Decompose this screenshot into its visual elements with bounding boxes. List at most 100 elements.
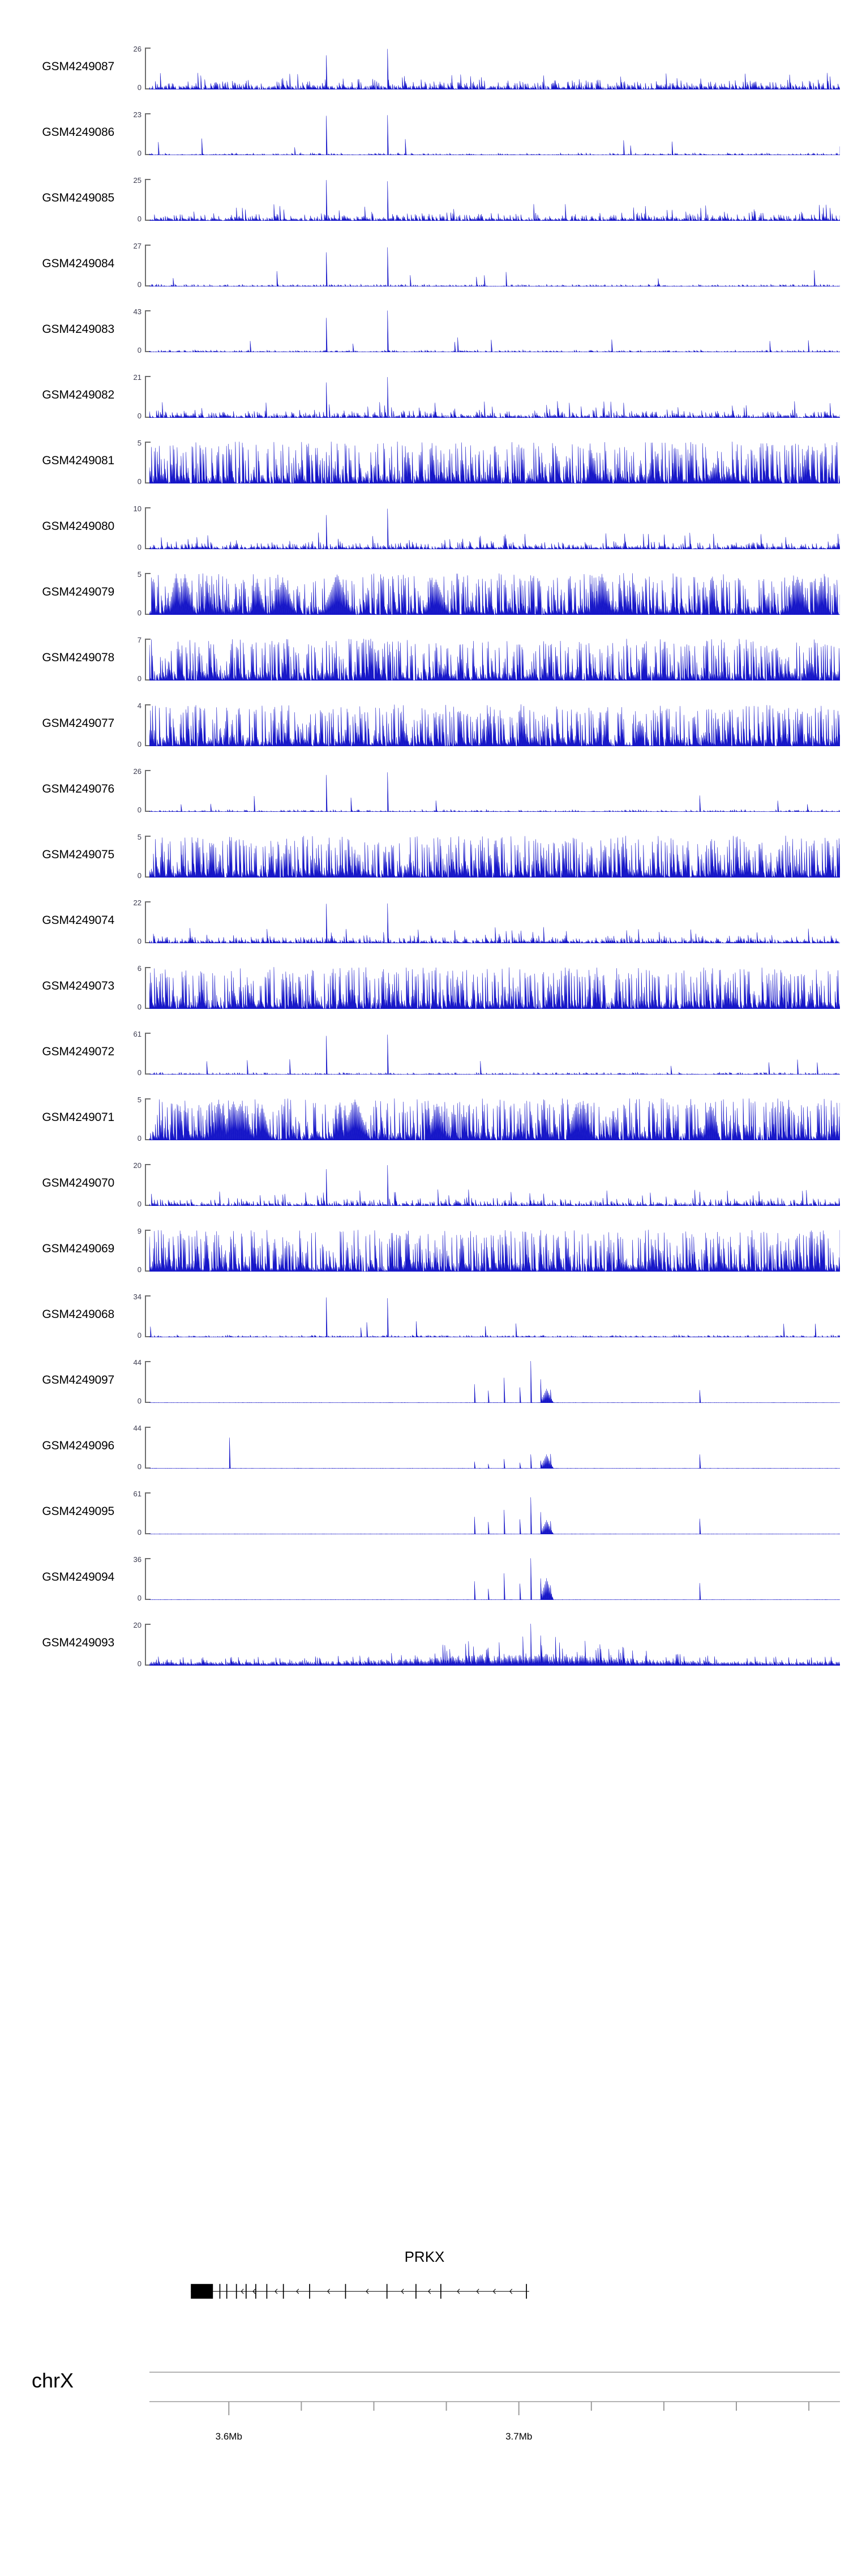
gene-model-glyph[interactable] xyxy=(149,2273,840,2313)
track-signal-plot[interactable] xyxy=(149,428,840,494)
signal-track[interactable]: GSM4249097 44 0 xyxy=(0,1347,849,1413)
signal-track[interactable]: GSM4249069 9 0 xyxy=(0,1216,849,1282)
axis-line xyxy=(145,376,146,418)
signal-track[interactable]: GSM4249076 26 0 xyxy=(0,756,849,822)
track-y-axis: 25 0 xyxy=(120,165,151,231)
signal-track[interactable]: GSM4249071 5 0 xyxy=(0,1085,849,1150)
signal-track[interactable]: GSM4249068 34 0 xyxy=(0,1282,849,1347)
track-signal-plot[interactable] xyxy=(149,165,840,231)
track-signal-plot[interactable] xyxy=(149,1610,840,1676)
signal-track[interactable]: GSM4249080 10 0 xyxy=(0,494,849,559)
track-signal-plot[interactable] xyxy=(149,625,840,691)
signal-track[interactable]: GSM4249093 20 0 xyxy=(0,1610,849,1676)
track-y-axis: 26 0 xyxy=(120,756,151,822)
track-label: GSM4249074 xyxy=(42,914,114,927)
track-signal-plot[interactable] xyxy=(149,494,840,559)
axis-tick-max xyxy=(145,507,151,508)
axis-tick-max xyxy=(145,1295,151,1296)
track-signal-plot[interactable] xyxy=(149,297,840,362)
track-signal-plot[interactable] xyxy=(149,953,840,1019)
track-signal-plot[interactable] xyxy=(149,1216,840,1282)
signal-area xyxy=(149,507,840,549)
axis-max-label: 4 xyxy=(137,701,142,710)
axis-line xyxy=(145,770,146,812)
axis-tick-min xyxy=(145,811,151,812)
track-signal-plot[interactable] xyxy=(149,100,840,165)
signal-track[interactable]: GSM4249070 20 0 xyxy=(0,1150,849,1216)
signal-track[interactable]: GSM4249087 26 0 xyxy=(0,34,849,100)
axis-line xyxy=(145,639,146,681)
track-y-axis: 34 0 xyxy=(120,1282,151,1347)
ruler-axis[interactable]: 3.6Mb 3.7Mb xyxy=(149,2368,840,2481)
signal-track[interactable]: GSM4249075 5 0 xyxy=(0,822,849,888)
axis-max-label: 22 xyxy=(133,898,142,907)
track-signal-plot[interactable] xyxy=(149,888,840,953)
track-signal-plot[interactable] xyxy=(149,1347,840,1413)
track-signal-plot[interactable] xyxy=(149,822,840,888)
axis-tick-max xyxy=(145,1230,151,1231)
signal-track[interactable]: GSM4249078 7 0 xyxy=(0,625,849,691)
axis-tick-min xyxy=(145,548,151,549)
track-y-axis: 21 0 xyxy=(120,362,151,428)
axis-max-label: 25 xyxy=(133,176,142,185)
track-signal-plot[interactable] xyxy=(149,1019,840,1085)
track-y-axis: 20 0 xyxy=(120,1610,151,1676)
axis-max-label: 21 xyxy=(133,373,142,382)
axis-tick-min xyxy=(145,417,151,418)
track-y-axis: 23 0 xyxy=(120,100,151,165)
axis-tick-max xyxy=(145,310,151,311)
axis-tick-min xyxy=(145,1664,151,1666)
track-signal-plot[interactable] xyxy=(149,756,840,822)
signal-track[interactable]: GSM4249086 23 0 xyxy=(0,100,849,165)
track-signal-plot[interactable] xyxy=(149,231,840,297)
signal-track[interactable]: GSM4249081 5 0 xyxy=(0,428,849,494)
signal-track[interactable]: GSM4249073 6 0 xyxy=(0,953,849,1019)
signal-track[interactable]: GSM4249084 27 0 xyxy=(0,231,849,297)
signal-track[interactable]: GSM4249082 21 0 xyxy=(0,362,849,428)
signal-track[interactable]: GSM4249085 25 0 xyxy=(0,165,849,231)
track-signal-plot[interactable] xyxy=(149,1085,840,1150)
signal-track[interactable]: GSM4249096 44 0 xyxy=(0,1413,849,1479)
track-y-axis: 44 0 xyxy=(120,1413,151,1479)
track-signal-plot[interactable] xyxy=(149,559,840,625)
signal-area xyxy=(149,1230,840,1272)
axis-min-label: 0 xyxy=(137,215,142,223)
axis-min-label: 0 xyxy=(137,1068,142,1077)
track-signal-plot[interactable] xyxy=(149,1150,840,1216)
track-signal-plot[interactable] xyxy=(149,34,840,100)
axis-min-label: 0 xyxy=(137,1003,142,1011)
signal-track[interactable]: GSM4249079 5 0 xyxy=(0,559,849,625)
signal-track[interactable]: GSM4249074 22 0 xyxy=(0,888,849,953)
track-signal-plot[interactable] xyxy=(149,1479,840,1544)
axis-line xyxy=(145,1230,146,1272)
track-signal-plot[interactable] xyxy=(149,691,840,756)
axis-max-label: 61 xyxy=(133,1030,142,1038)
axis-line xyxy=(145,507,146,549)
signal-area xyxy=(149,310,840,352)
track-signal-plot[interactable] xyxy=(149,1544,840,1610)
signal-track[interactable]: GSM4249077 4 0 xyxy=(0,691,849,756)
axis-min-label: 0 xyxy=(137,1397,142,1405)
signal-tracks-container: GSM4249087 26 0 GSM4249086 23 0 GSM4249085 25 0 G… xyxy=(0,34,849,1676)
signal-track[interactable]: GSM4249094 36 0 xyxy=(0,1544,849,1610)
signal-area xyxy=(149,1033,840,1075)
signal-track[interactable]: GSM4249095 61 0 xyxy=(0,1479,849,1544)
axis-max-label: 5 xyxy=(137,833,142,841)
track-y-axis: 22 0 xyxy=(120,888,151,953)
signal-track[interactable]: GSM4249072 61 0 xyxy=(0,1019,849,1085)
signal-area xyxy=(149,245,840,286)
axis-line xyxy=(145,1361,146,1403)
axis-tick-max xyxy=(145,901,151,902)
axis-line xyxy=(145,1033,146,1075)
track-label: GSM4249084 xyxy=(42,257,114,270)
track-signal-plot[interactable] xyxy=(149,1282,840,1347)
signal-track[interactable]: GSM4249083 43 0 xyxy=(0,297,849,362)
axis-line xyxy=(145,113,146,155)
track-signal-plot[interactable] xyxy=(149,1413,840,1479)
gene-label: PRKX xyxy=(404,2248,445,2265)
track-signal-plot[interactable] xyxy=(149,362,840,428)
track-y-axis: 36 0 xyxy=(120,1544,151,1610)
